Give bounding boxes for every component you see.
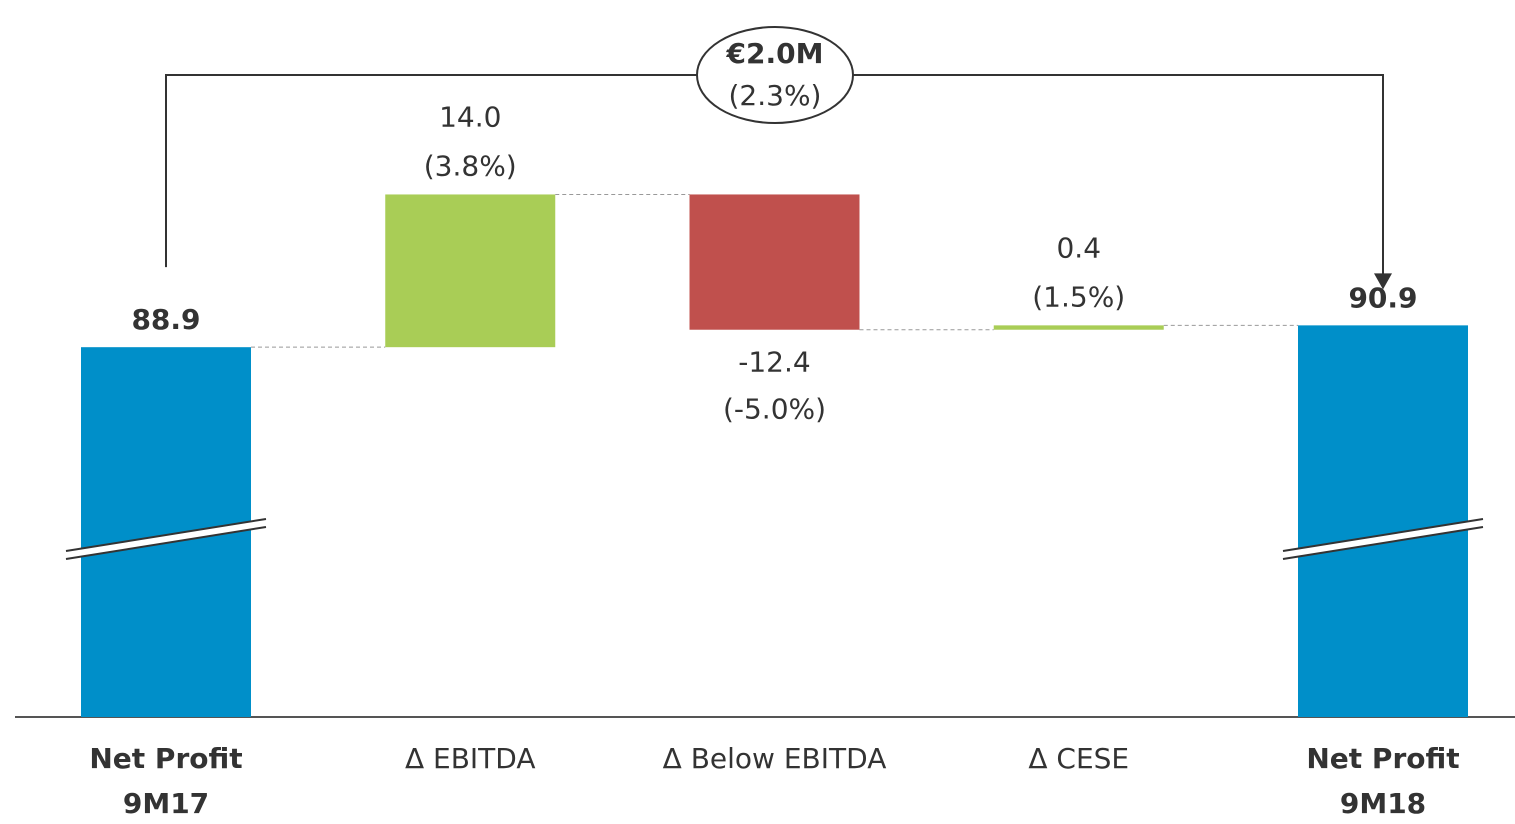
percent-label: (3.8%) [424, 149, 517, 182]
category-label: Δ CESE [1028, 742, 1129, 775]
category-label: Δ Below EBITDA [663, 742, 887, 775]
axis-break-line [1282, 526, 1484, 560]
axis-break-line [65, 526, 267, 560]
value-label: 88.9 [131, 303, 200, 336]
percent-label: (-5.0%) [723, 393, 826, 426]
category-label: Net Profit [89, 742, 242, 775]
bar [689, 194, 860, 330]
annotation-bubble [696, 26, 854, 124]
annotation-percent: (2.3%) [729, 79, 822, 112]
annotation-label: €2.0M [726, 37, 824, 70]
category-label: 9M17 [123, 787, 209, 820]
axis-break [66, 519, 266, 559]
value-label: -12.4 [738, 346, 810, 379]
bar [385, 194, 556, 348]
bar [993, 325, 1164, 330]
percent-label: (1.5%) [1032, 280, 1125, 313]
category-label: Net Profit [1306, 742, 1459, 775]
axis-break-line [65, 518, 267, 552]
value-label: 14.0 [439, 100, 501, 133]
category-label: Δ EBITDA [405, 742, 536, 775]
bar [1298, 325, 1468, 717]
arrow-head [1374, 273, 1392, 290]
axis-break [1283, 519, 1483, 559]
category-label: 9M18 [1340, 787, 1426, 820]
axis-break-line [1282, 518, 1484, 552]
value-label: 0.4 [1056, 231, 1101, 264]
